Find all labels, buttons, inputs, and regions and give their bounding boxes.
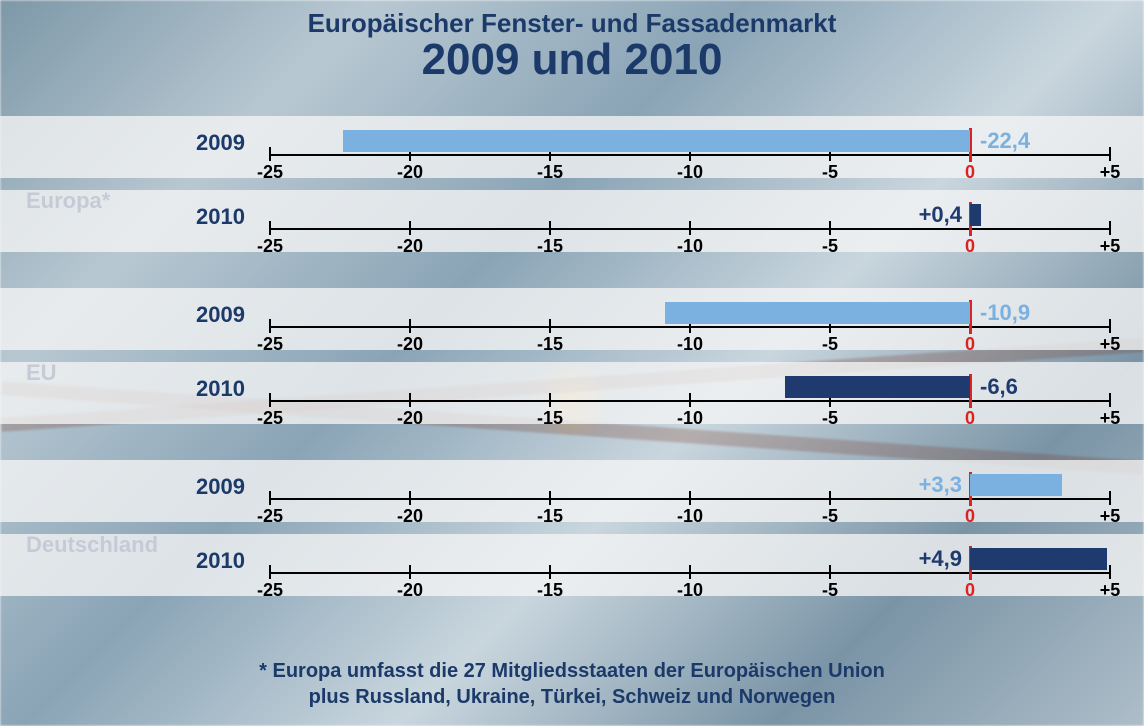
axis-tick (549, 319, 551, 333)
axis-tick-label: -20 (397, 162, 423, 183)
axis-tick-label: -5 (822, 236, 838, 257)
axis-tick (549, 565, 551, 579)
axis-tick-label: +5 (1100, 162, 1121, 183)
chart-title: Europäischer Fenster- und Fassadenmarkt … (0, 8, 1144, 85)
axis-tick-label: +5 (1100, 334, 1121, 355)
axis-tick-label: -20 (397, 580, 423, 601)
axis-tick-label: -10 (677, 236, 703, 257)
axis-tick (689, 491, 691, 505)
axis-tick (269, 393, 271, 407)
axis-tick-label: -20 (397, 236, 423, 257)
axis-tick-label: -5 (822, 334, 838, 355)
axis-tick (409, 491, 411, 505)
axis-tick-label: -20 (397, 334, 423, 355)
axis-tick (269, 565, 271, 579)
axis-tick-label: -25 (257, 236, 283, 257)
footnote-line1: * Europa umfasst die 27 Mitgliedsstaaten… (0, 658, 1144, 684)
axis-tick-label: -25 (257, 162, 283, 183)
axis-tick (689, 393, 691, 407)
axis-tick-label: -20 (397, 506, 423, 527)
axis-tick-label: -15 (537, 408, 563, 429)
axis-tick-label: 0 (965, 408, 975, 429)
axis-tick-label: -15 (537, 580, 563, 601)
axis-tick (409, 319, 411, 333)
data-bar (970, 474, 1062, 496)
axis-tick-label: +5 (1100, 506, 1121, 527)
year-label: 2010 (196, 548, 245, 574)
value-label: -10,9 (980, 300, 1030, 326)
axis-tick-label: 0 (965, 580, 975, 601)
axis-tick-label: 0 (965, 236, 975, 257)
year-label: 2009 (196, 302, 245, 328)
axis-tick (269, 491, 271, 505)
axis-tick-label: -10 (677, 334, 703, 355)
value-label: +3,3 (919, 472, 962, 498)
axis-tick (549, 393, 551, 407)
axis-tick (1109, 565, 1111, 579)
axis-tick (829, 491, 831, 505)
axis-tick (1109, 147, 1111, 161)
axis-tick (689, 221, 691, 235)
axis-tick-label: -20 (397, 408, 423, 429)
axis-tick-label: 0 (965, 162, 975, 183)
axis-tick-label: -25 (257, 408, 283, 429)
axis-tick-label: 0 (965, 506, 975, 527)
data-bar (785, 376, 970, 398)
year-label: 2009 (196, 130, 245, 156)
axis-tick (689, 565, 691, 579)
axis-tick-label: -15 (537, 236, 563, 257)
axis-tick-label: 0 (965, 334, 975, 355)
axis-tick-label: -10 (677, 408, 703, 429)
chart-container: Europäischer Fenster- und Fassadenmarkt … (0, 0, 1144, 726)
title-line2: 2009 und 2010 (0, 35, 1144, 85)
axis-tick-label: -10 (677, 580, 703, 601)
axis-tick (269, 147, 271, 161)
year-label: 2009 (196, 474, 245, 500)
data-bar (343, 130, 970, 152)
axis-tick (269, 221, 271, 235)
axis-tick-label: -5 (822, 506, 838, 527)
axis-tick-label: -25 (257, 334, 283, 355)
data-bar (665, 302, 970, 324)
data-bar (970, 204, 981, 226)
year-label: 2010 (196, 376, 245, 402)
value-label: +4,9 (919, 546, 962, 572)
axis-tick (269, 319, 271, 333)
axis-tick-label: -5 (822, 408, 838, 429)
axis-tick (549, 491, 551, 505)
axis-tick-label: -10 (677, 506, 703, 527)
axis-tick-label: -15 (537, 506, 563, 527)
data-bar (970, 548, 1107, 570)
axis-tick-label: -5 (822, 580, 838, 601)
axis-tick-label: +5 (1100, 236, 1121, 257)
axis-tick (409, 393, 411, 407)
axis-tick (1109, 221, 1111, 235)
value-label: +0,4 (919, 202, 962, 228)
axis-tick-label: -10 (677, 162, 703, 183)
axis-tick-label: -15 (537, 334, 563, 355)
axis-tick (829, 221, 831, 235)
axis-tick-label: +5 (1100, 408, 1121, 429)
axis-tick-label: -15 (537, 162, 563, 183)
axis-tick (1109, 319, 1111, 333)
value-label: -6,6 (980, 374, 1018, 400)
value-label: -22,4 (980, 128, 1030, 154)
axis-tick (829, 565, 831, 579)
axis-tick-label: +5 (1100, 580, 1121, 601)
axis-tick (409, 221, 411, 235)
axis-tick-label: -25 (257, 580, 283, 601)
axis-tick (549, 221, 551, 235)
year-label: 2010 (196, 204, 245, 230)
axis-tick (409, 565, 411, 579)
axis-tick-label: -5 (822, 162, 838, 183)
axis-tick-label: -25 (257, 506, 283, 527)
footnote-line2: plus Russland, Ukraine, Türkei, Schweiz … (0, 684, 1144, 710)
axis-tick (1109, 491, 1111, 505)
axis-tick (1109, 393, 1111, 407)
chart-footnote: * Europa umfasst die 27 Mitgliedsstaaten… (0, 658, 1144, 710)
